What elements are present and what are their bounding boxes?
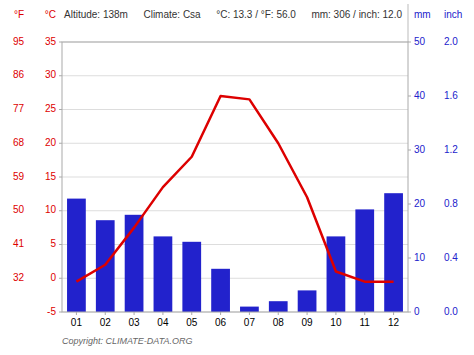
y2-tick-label: 20 [414,198,426,209]
x-tick-label: 07 [244,317,256,328]
annotation: °C: 13.3 / °F: 56.0 [216,9,296,20]
grid-line [62,75,408,76]
x-tick-label: 01 [71,317,83,328]
x-tick-label: 04 [157,317,169,328]
source: Copyright: CLIMATE-DATA.ORG [62,336,193,346]
y-tick-label: 35 [45,36,57,47]
y2-tick-label: 30 [414,144,426,155]
y-tick-label-f: 50 [13,204,25,215]
axes: -505101520253035324150596877869501020304… [13,36,458,328]
y-tick-label-f: 95 [13,36,25,47]
y2-tick-label-inch: 1.2 [444,144,458,155]
y2-tick-label: 40 [414,90,426,101]
chart: -505101520253035324150596877869501020304… [0,0,474,355]
tick [59,42,62,43]
annotation: Altitude: 138m [64,9,128,20]
annotation: Climate: Csa [143,9,201,20]
y2-tick-label-inch: 0.4 [444,252,458,263]
x-tick-label: 10 [330,317,342,328]
y-tick-label-f: 68 [13,137,25,148]
tick [408,150,411,151]
x-tick-label: 08 [273,317,285,328]
y2-tick-label-inch: 0.0 [444,306,458,317]
tick [59,278,62,279]
tick [59,312,62,313]
annotation: mm: 306 / inch: 12.0 [311,9,402,20]
x-tick-label: 05 [186,317,198,328]
tick [307,312,308,315]
tick [408,204,411,205]
y-tick-label-f: 77 [13,103,25,114]
tick [220,312,221,315]
tick [59,177,62,178]
x-tick-label: 12 [388,317,400,328]
axis-unit: mm [414,9,431,20]
tick [393,312,394,315]
tick [408,258,411,259]
y-tick-label: -5 [47,306,56,317]
y-tick-label-f: 32 [13,272,25,283]
y-tick-label: 5 [50,238,56,249]
axis-unit: °C [45,9,56,20]
annotations: Altitude: 138m Climate: Csa °C: 13.3 / °F:… [64,9,402,20]
y2-tick-label-inch: 1.6 [444,90,458,101]
tick [59,244,62,245]
axis-unit: °F [14,9,24,20]
grid-line [62,177,408,178]
x-tick-label: 02 [100,317,112,328]
tick [76,312,77,315]
axis-unit: inch [444,9,462,20]
bar [298,290,317,312]
tick [364,312,365,315]
x-tick-label: 11 [360,317,371,328]
tick [249,312,250,315]
tick [59,75,62,76]
y-tick-label-f: 86 [13,69,25,80]
tick [191,312,192,315]
grid-line [62,143,408,144]
tick [59,143,62,144]
bar [355,209,374,312]
tick [162,312,163,315]
tick [105,312,106,315]
x-tick-label: 09 [302,317,314,328]
grid [62,42,408,312]
bar [240,307,259,312]
grid-line [62,109,408,110]
header: °F °C mm inch [14,9,462,20]
separator [408,4,409,42]
y2-tick-label-inch: 2.0 [444,36,458,47]
bar [67,199,86,312]
line [76,96,393,282]
x-tick-label: 06 [215,317,227,328]
tick [278,312,279,315]
y-tick-label-f: 41 [13,238,25,249]
tick [408,96,411,97]
y-tick-label-f: 59 [13,171,25,182]
y-tick-label: 10 [45,204,57,215]
tick [408,42,411,43]
tick [134,312,135,315]
y2-tick-label-inch: 0.8 [444,198,458,209]
y-tick-label: 20 [45,137,57,148]
bar [211,269,230,312]
y-tick-label: 0 [50,272,56,283]
bar [182,242,201,312]
tick [59,210,62,211]
tick [408,312,411,313]
bar [384,193,403,312]
marks [67,96,403,312]
tick [59,109,62,110]
y2-tick-label: 10 [414,252,426,263]
plot-frame [62,42,408,312]
y-tick-label: 30 [45,69,57,80]
y-tick-label: 25 [45,103,57,114]
x-tick-label: 03 [129,317,141,328]
y2-tick-label: 0 [414,306,420,317]
y2-tick-label: 50 [414,36,426,47]
y-tick-label: 15 [45,171,57,182]
tick [335,312,336,315]
bar [269,301,288,312]
bar [154,236,173,312]
